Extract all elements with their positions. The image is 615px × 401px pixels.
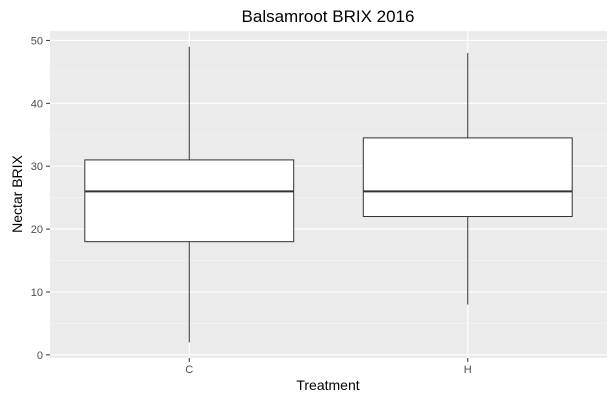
x-axis-title: Treatment — [296, 377, 359, 393]
y-tick-label: 20 — [31, 224, 43, 236]
y-tick-label: 40 — [31, 98, 43, 110]
box-body — [362, 137, 573, 218]
y-axis-title: Nectar BRIX — [9, 154, 25, 232]
y-axis-ticks: 0 10 20 30 40 50 — [31, 35, 50, 362]
y-tick-label: 10 — [31, 287, 43, 299]
box-C — [84, 46, 295, 343]
y-tick-label: 50 — [31, 35, 43, 47]
box-H — [362, 53, 573, 305]
x-tick-label: H — [464, 364, 472, 376]
box-body — [84, 159, 295, 243]
boxes-group — [84, 46, 573, 343]
y-tick-label: 0 — [37, 350, 43, 362]
chart-title: Balsamroot BRIX 2016 — [242, 7, 415, 26]
x-tick-label: C — [185, 364, 193, 376]
y-tick-label: 30 — [31, 161, 43, 173]
